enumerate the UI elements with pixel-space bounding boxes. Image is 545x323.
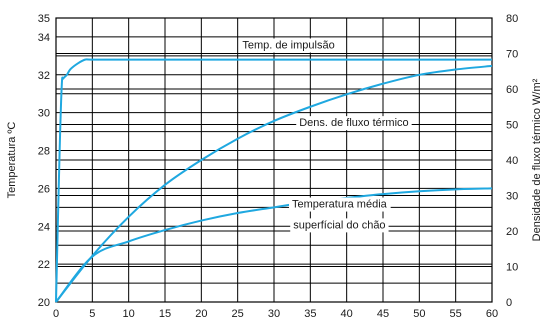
tick-labels: 0 5 10 15 20 25 30 35 40 45 50 55 60 20 22 24 26 28 30 32 34… — [38, 13, 519, 320]
x-tick-label: 35 — [304, 308, 316, 320]
y-right-tick-label: 0 — [506, 297, 512, 309]
x-tick-label: 5 — [89, 308, 95, 320]
y-right-tick-label: 30 — [506, 191, 518, 203]
y-left-tick-label: 28 — [38, 146, 50, 158]
y-right-tick-label: 80 — [506, 13, 518, 25]
x-tick-label: 45 — [377, 308, 389, 320]
y-right-tick-label: 70 — [506, 49, 518, 61]
annotation-text: superfícial do chão — [293, 219, 385, 231]
series-lines — [55, 58, 493, 303]
y-right-tick-label: 40 — [506, 155, 518, 167]
annotation-text: Temperatura média — [292, 199, 388, 211]
y-left-tick-label: 32 — [38, 70, 50, 82]
x-tick-label: 15 — [159, 308, 171, 320]
x-tick-label: 25 — [232, 308, 244, 320]
annotation-background — [239, 38, 338, 53]
x-tick-label: 40 — [341, 308, 353, 320]
y-right-tick-label: 60 — [506, 84, 518, 96]
y-left-tick-label: 26 — [38, 183, 50, 195]
x-tick-label: 60 — [486, 308, 498, 320]
annotation: Temp. de impulsão — [239, 38, 338, 53]
annotation-background — [289, 197, 391, 212]
x-tick-label: 20 — [195, 308, 207, 320]
y-left-tick-label: 35 — [38, 13, 50, 25]
annotation: Dens. de fluxo térmico — [296, 116, 412, 131]
series-line-temp-media-chao — [55, 187, 493, 303]
y-left-tick-label: 22 — [38, 259, 50, 271]
annotation: superfícial do chão — [290, 218, 389, 233]
annotation-text: Dens. de fluxo térmico — [299, 117, 408, 129]
grid — [55, 17, 493, 303]
series-line-temp-impulsao — [55, 58, 492, 303]
y-right-tick-label: 20 — [506, 226, 518, 238]
y-left-tick-label: 34 — [38, 32, 50, 44]
annotation-background — [296, 116, 412, 131]
x-tick-label: 55 — [450, 308, 462, 320]
x-tick-label: 10 — [123, 308, 135, 320]
y-left-tick-label: 24 — [38, 221, 50, 233]
y-right-tick-label: 10 — [506, 262, 518, 274]
y-left-tick-label: 20 — [38, 297, 50, 309]
y-axis-left-title: Temperatura ºC — [6, 122, 18, 199]
y-left-tick-label: 30 — [38, 108, 50, 120]
annotation-background — [290, 218, 389, 233]
x-tick-label: 30 — [268, 308, 280, 320]
x-tick-label: 0 — [53, 308, 59, 320]
series-line-dens-fluxo — [55, 64, 493, 303]
annotation: Temperatura média — [289, 197, 391, 212]
y-axis-right-title: Densidade de fluxo térmico W/m² — [531, 78, 543, 241]
y-right-tick-label: 50 — [506, 120, 518, 132]
plot-frame — [55, 17, 493, 303]
x-tick-label: 50 — [413, 308, 425, 320]
annotation-text: Temp. de impulsão — [242, 40, 334, 52]
annotations: Temp. de impulsão Dens. de fluxo térmico T… — [239, 38, 412, 233]
